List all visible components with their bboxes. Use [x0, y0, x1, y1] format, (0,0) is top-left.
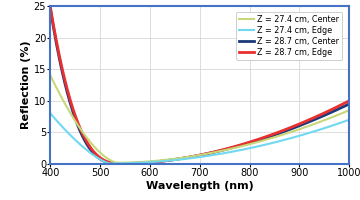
Legend: Z = 27.4 cm, Center, Z = 27.4 cm, Edge, Z = 28.7 cm, Center, Z = 28.7 cm, Edge: Z = 27.4 cm, Center, Z = 27.4 cm, Edge, … — [236, 12, 342, 60]
Z = 27.4 cm, Center — [230, 147, 234, 150]
Z = 28.7 cm, Edge — [306, 119, 310, 121]
Z = 28.7 cm, Center — [275, 133, 280, 135]
Z = 28.7 cm, Center — [306, 121, 310, 123]
Z = 27.4 cm, Center — [67, 109, 71, 112]
Z = 27.4 cm, Edge — [108, 162, 112, 165]
Z = 28.7 cm, Edge — [239, 144, 243, 146]
Z = 27.4 cm, Edge — [239, 149, 243, 151]
Z = 28.7 cm, Center — [222, 149, 226, 151]
Line: Z = 27.4 cm, Edge: Z = 27.4 cm, Edge — [50, 113, 349, 163]
Z = 28.7 cm, Edge — [48, 6, 53, 8]
Z = 28.7 cm, Edge — [222, 148, 226, 151]
Z = 27.4 cm, Center — [275, 135, 280, 138]
Z = 27.4 cm, Center — [306, 125, 310, 127]
Z = 28.7 cm, Center — [67, 97, 71, 99]
Z = 28.7 cm, Center — [118, 162, 122, 165]
Z = 28.7 cm, Edge — [67, 94, 71, 96]
Z = 27.4 cm, Edge — [230, 151, 234, 153]
Z = 27.4 cm, Edge — [67, 132, 71, 135]
Z = 27.4 cm, Edge — [48, 112, 53, 115]
Z = 28.7 cm, Edge — [347, 100, 351, 102]
Line: Z = 28.7 cm, Edge: Z = 28.7 cm, Edge — [50, 7, 349, 164]
X-axis label: Wavelength (nm): Wavelength (nm) — [146, 181, 254, 191]
Z = 27.4 cm, Edge — [275, 141, 280, 143]
Z = 27.4 cm, Edge — [347, 119, 351, 121]
Z = 27.4 cm, Edge — [222, 152, 226, 154]
Line: Z = 28.7 cm, Center: Z = 28.7 cm, Center — [50, 9, 349, 164]
Z = 27.4 cm, Center — [222, 149, 226, 151]
Z = 27.4 cm, Center — [116, 162, 120, 164]
Z = 28.7 cm, Center — [239, 144, 243, 147]
Z = 28.7 cm, Edge — [230, 146, 234, 148]
Z = 27.4 cm, Center — [239, 145, 243, 148]
Y-axis label: Reflection (%): Reflection (%) — [21, 41, 31, 129]
Z = 28.7 cm, Center — [230, 147, 234, 149]
Z = 27.4 cm, Center — [48, 74, 53, 77]
Z = 28.7 cm, Center — [347, 103, 351, 105]
Z = 28.7 cm, Edge — [275, 131, 280, 134]
Z = 28.7 cm, Center — [48, 8, 53, 10]
Line: Z = 27.4 cm, Center: Z = 27.4 cm, Center — [50, 76, 349, 163]
Z = 28.7 cm, Edge — [120, 162, 125, 165]
Z = 27.4 cm, Center — [347, 109, 351, 111]
Z = 27.4 cm, Edge — [306, 132, 310, 134]
